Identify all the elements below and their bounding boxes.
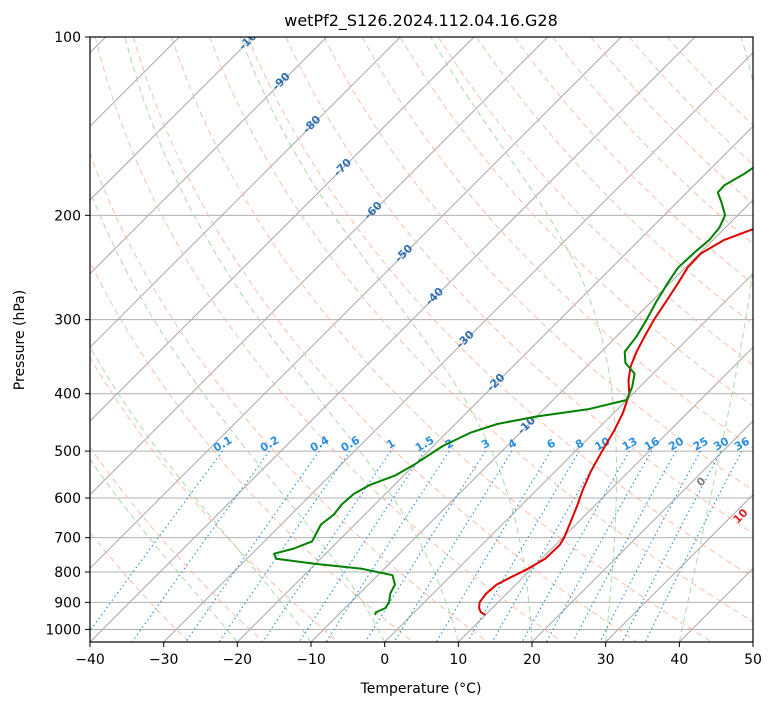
dry-adiabat-line [285,37,753,535]
dry-adiabat-line [590,37,753,205]
x-tick-label: 20 [523,652,541,668]
dry-adiabat-line [552,37,753,245]
dry-adiabat-line [90,446,264,642]
x-axis-title: Temperature (°C) [360,681,482,697]
dry-adiabat-line [437,37,753,366]
isotherm-line [90,37,696,642]
plot-frame [89,36,754,643]
isotherm-line [90,37,549,496]
y-tick-label: 600 [54,491,81,507]
dry-adiabat-line [361,37,753,449]
mixing-ratio-line [621,450,722,642]
isotherm-line [384,272,753,642]
mixing-ratio-line [545,450,653,642]
dry-adiabat-line [94,37,563,642]
moist-adiabat-line [90,189,386,642]
mixing-ratio-line [521,450,630,642]
dry-adiabat-line [90,260,414,642]
dry-adiabat-line [90,356,339,642]
isotherm-line [531,420,753,642]
mixing-ratio-line [572,450,677,642]
mixing-ratio-line [185,450,320,642]
isotherm-line [90,37,475,422]
isotherm-line [163,51,753,642]
x-tick-label: 40 [670,652,688,668]
mixing-ratio-line [325,450,450,642]
x-tick-label: 30 [597,652,615,668]
temperature-profile [478,228,753,616]
x-tick-label: −20 [223,652,253,668]
y-tick-label: 100 [54,30,81,46]
y-tick-label: 300 [54,313,81,329]
isotherm-line [90,37,622,570]
y-tick-label: 800 [54,565,81,581]
mixing-ratio-line [131,450,270,642]
dry-adiabat-line [209,37,753,623]
x-tick-label: 50 [744,652,762,668]
moist-adiabat-line [124,37,459,642]
moist-adiabat-line [90,458,238,642]
dewpoint-profile [273,166,753,616]
x-tick-label: 0 [380,652,389,668]
moist-adiabat-line [430,37,617,642]
x-tick-label: −40 [75,652,105,668]
y-axis-title: Pressure (hPa) [12,290,28,390]
dry-adiabat-line [399,37,753,407]
y-tick-label: 400 [54,387,81,403]
isotherm-line [90,37,254,201]
x-tick-label: −10 [296,652,326,668]
moist-adiabat-line [678,37,753,642]
dry-adiabat-line [171,37,712,642]
y-tick-label: 500 [54,444,81,460]
isotherm-line [457,346,753,642]
mixing-ratio-line [364,450,486,642]
isotherm-line [605,493,753,642]
y-tick-label: 200 [54,208,81,224]
mixing-ratio-line [491,450,603,642]
moist-adiabat-line [239,37,533,642]
mixing-ratio-line [435,450,552,642]
isotherm-line [90,37,401,349]
x-tick-label: 10 [449,652,467,668]
dry-adiabat-line [247,37,753,578]
mixing-ratio-line [393,450,513,642]
dry-adiabat-line [132,37,638,642]
dry-adiabat-line [323,37,753,491]
isotherm-line [90,37,328,275]
moist-adiabat-line [90,345,312,642]
mixing-ratio-line [467,450,580,642]
y-tick-label: 700 [54,531,81,547]
x-tick-label: −30 [149,652,179,668]
mixing-ratio-line [599,450,701,642]
mixing-ratio-line [298,450,425,642]
chart-title: wetPf2_S126.2024.112.04.16.G28 [284,11,558,31]
y-tick-label: 1000 [45,622,81,638]
isotherm-line [236,125,753,642]
y-tick-label: 900 [54,595,81,611]
